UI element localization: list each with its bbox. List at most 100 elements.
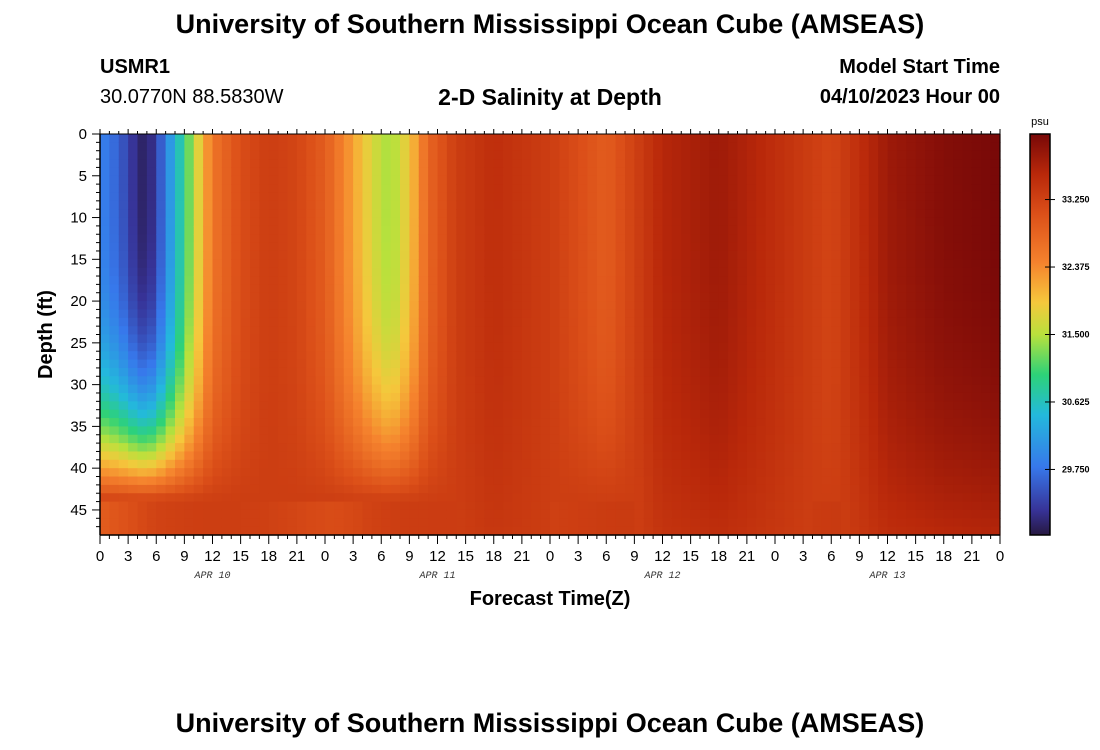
heatmap-cell: [559, 376, 570, 386]
heatmap-cell: [296, 150, 307, 160]
heatmap-cell: [428, 192, 439, 202]
heatmap-cell: [756, 518, 767, 528]
heatmap-cell: [887, 150, 898, 160]
heatmap-cell: [981, 200, 992, 210]
heatmap-cell: [203, 217, 214, 227]
heatmap-cell: [934, 401, 945, 411]
heatmap-cell: [512, 234, 523, 244]
heatmap-cell: [821, 392, 832, 402]
heatmap-cell: [606, 267, 617, 277]
heatmap-cell: [850, 334, 860, 344]
heatmap-cell: [137, 443, 148, 453]
heatmap-cell: [925, 301, 935, 311]
heatmap-cell: [700, 484, 710, 494]
heatmap-cell: [850, 401, 860, 411]
heatmap-cell: [690, 501, 701, 511]
heatmap-cell: [250, 242, 260, 252]
heatmap-cell: [465, 250, 476, 260]
heatmap-cell: [596, 384, 607, 394]
heatmap-cell: [315, 276, 326, 285]
heatmap-cell: [981, 518, 992, 528]
heatmap-cell: [709, 225, 720, 235]
heatmap-cell: [250, 326, 260, 336]
heatmap-cell: [990, 242, 1001, 252]
heatmap-cell: [737, 234, 748, 244]
heatmap-cell: [428, 401, 439, 411]
heatmap-cell: [990, 501, 1001, 511]
heatmap-cell: [512, 359, 523, 369]
heatmap-cell: [259, 167, 270, 177]
heatmap-cell: [437, 175, 448, 185]
heatmap-cell: [175, 134, 185, 143]
heatmap-cell: [475, 459, 485, 469]
heatmap-cell: [287, 443, 298, 453]
heatmap-cell: [250, 476, 260, 486]
day-label: APR 10: [193, 571, 230, 582]
heatmap-cell: [212, 317, 223, 327]
heatmap-cell: [109, 468, 120, 478]
heatmap-cell: [596, 434, 607, 444]
heatmap-cell: [906, 443, 917, 453]
heatmap-cell: [484, 459, 495, 469]
heatmap-cell: [615, 526, 626, 536]
heatmap-cell: [521, 225, 532, 235]
heatmap-cell: [465, 376, 476, 386]
heatmap-cell: [259, 267, 270, 277]
heatmap-cell: [184, 142, 195, 152]
heatmap-cell: [512, 334, 523, 344]
heatmap-cell: [109, 267, 120, 277]
heatmap-cell: [418, 242, 429, 252]
heatmap-cell: [409, 134, 420, 143]
heatmap-cell: [953, 317, 964, 327]
heatmap-cell: [287, 175, 298, 185]
heatmap-cell: [831, 192, 842, 202]
heatmap-cell: [587, 451, 598, 461]
heatmap-cell: [709, 159, 720, 169]
heatmap-cell: [240, 526, 251, 536]
heatmap-cell: [118, 401, 129, 411]
heatmap-cell: [971, 134, 982, 143]
heatmap-cell: [859, 225, 870, 235]
heatmap-cell: [100, 175, 110, 185]
heatmap-cell: [868, 175, 879, 185]
heatmap-cell: [278, 184, 289, 194]
heatmap-cell: [906, 259, 917, 269]
heatmap-cell: [334, 351, 345, 361]
heatmap-cell: [718, 526, 729, 536]
heatmap-cell: [531, 418, 542, 427]
heatmap-cell: [587, 284, 598, 294]
heatmap-cell: [193, 134, 204, 143]
heatmap-cell: [362, 526, 373, 536]
heatmap-cell: [671, 276, 682, 285]
heatmap-cell: [362, 317, 373, 327]
heatmap-cell: [128, 301, 139, 311]
heatmap-cell: [240, 326, 251, 336]
heatmap-cell: [118, 443, 129, 453]
heatmap-cell: [268, 376, 279, 386]
heatmap-cell: [184, 509, 195, 519]
heatmap-cell: [418, 351, 429, 361]
heatmap-cell: [606, 342, 617, 352]
heatmap-cell: [287, 493, 298, 503]
heatmap-cell: [325, 376, 335, 386]
heatmap-cell: [184, 443, 195, 453]
heatmap-cell: [709, 518, 720, 528]
heatmap-cell: [296, 468, 307, 478]
heatmap-cell: [850, 359, 860, 369]
heatmap-cell: [615, 209, 626, 219]
heatmap-cell: [484, 367, 495, 377]
heatmap-cell: [971, 284, 982, 294]
heatmap-cell: [512, 493, 523, 503]
heatmap-cell: [184, 359, 195, 369]
heatmap-cell: [906, 409, 917, 419]
heatmap-cell: [512, 459, 523, 469]
heatmap-cell: [840, 334, 851, 344]
heatmap-cell: [456, 284, 467, 294]
heatmap-cell: [990, 451, 1001, 461]
heatmap-cell: [381, 267, 392, 277]
heatmap-cell: [915, 459, 926, 469]
heatmap-cell: [634, 326, 645, 336]
heatmap-cell: [821, 518, 832, 528]
heatmap-cell: [137, 267, 148, 277]
heatmap-cell: [475, 150, 485, 160]
